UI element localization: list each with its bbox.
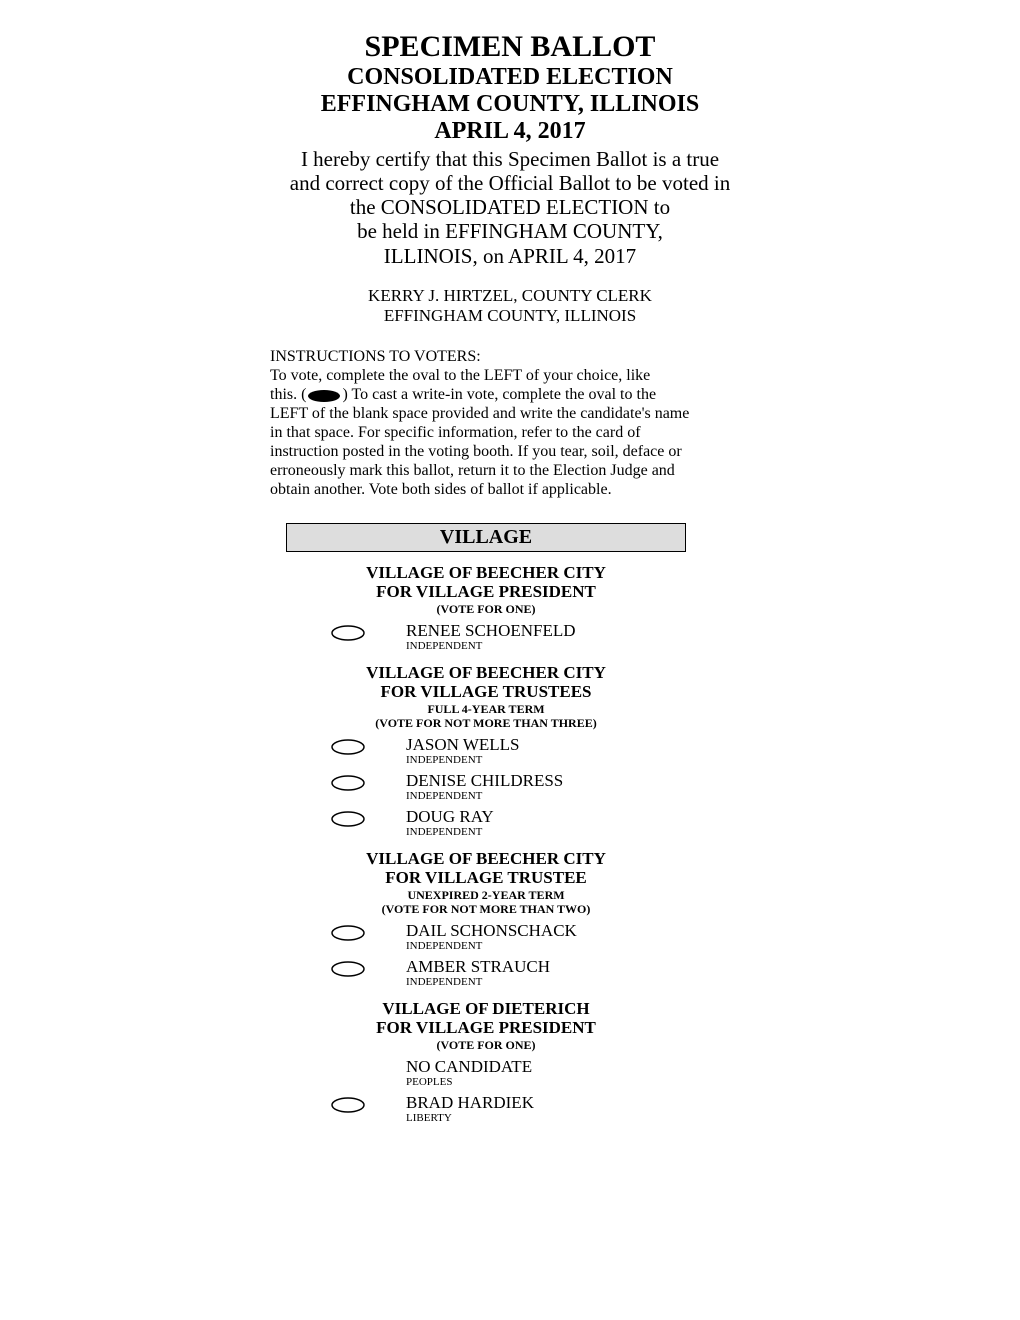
candidate-party: INDEPENDENT	[406, 754, 686, 766]
race-title-line2: FOR VILLAGE PRESIDENT	[286, 1019, 686, 1038]
race-subtitle-line1: FULL 4-YEAR TERM	[286, 702, 686, 716]
candidate-row: RENEE SCHOENFELDINDEPENDENT	[286, 622, 686, 652]
oval-cell	[286, 958, 406, 978]
header-block: SPECIMEN BALLOT CONSOLIDATED ELECTION EF…	[270, 30, 750, 326]
vote-oval-icon[interactable]	[330, 810, 366, 828]
race-header: VILLAGE OF BEECHER CITYFOR VILLAGE TRUST…	[286, 850, 686, 916]
candidate-name: NO CANDIDATE	[406, 1058, 686, 1076]
race-header: VILLAGE OF BEECHER CITYFOR VILLAGE PRESI…	[286, 564, 686, 616]
candidate-info: DAIL SCHONSCHACKINDEPENDENT	[406, 922, 686, 952]
candidate-info: NO CANDIDATEPEOPLES	[406, 1058, 686, 1088]
title-sub3: APRIL 4, 2017	[270, 118, 750, 145]
candidate-name: AMBER STRAUCH	[406, 958, 686, 976]
vote-oval-icon[interactable]	[330, 774, 366, 792]
instructions-line2b: ) To cast a write-in vote, complete the …	[342, 386, 656, 403]
race-subtitle-line2: (VOTE FOR NOT MORE THAN THREE)	[286, 716, 686, 730]
instructions-line1: To vote, complete the oval to the LEFT o…	[270, 367, 650, 384]
candidate-row: AMBER STRAUCHINDEPENDENT	[286, 958, 686, 988]
candidate-row: DENISE CHILDRESSINDEPENDENT	[286, 772, 686, 802]
race-title-line2: FOR VILLAGE PRESIDENT	[286, 583, 686, 602]
race-header: VILLAGE OF DIETERICHFOR VILLAGE PRESIDEN…	[286, 1000, 686, 1052]
race-title-line2: FOR VILLAGE TRUSTEE	[286, 869, 686, 888]
candidate-party: LIBERTY	[406, 1112, 686, 1124]
candidate-row: DAIL SCHONSCHACKINDEPENDENT	[286, 922, 686, 952]
oval-cell	[286, 808, 406, 828]
vote-oval-icon[interactable]	[330, 738, 366, 756]
candidate-name: DENISE CHILDRESS	[406, 772, 686, 790]
candidate-party: INDEPENDENT	[406, 976, 686, 988]
oval-cell	[286, 922, 406, 942]
candidate-party: PEOPLES	[406, 1076, 686, 1088]
candidate-name: BRAD HARDIEK	[406, 1094, 686, 1112]
candidate-info: BRAD HARDIEKLIBERTY	[406, 1094, 686, 1124]
candidate-name: DAIL SCHONSCHACK	[406, 922, 686, 940]
candidate-party: INDEPENDENT	[406, 640, 686, 652]
candidate-row: BRAD HARDIEKLIBERTY	[286, 1094, 686, 1124]
race-title-line1: VILLAGE OF BEECHER CITY	[286, 664, 686, 683]
race-title-line1: VILLAGE OF BEECHER CITY	[286, 850, 686, 869]
candidate-info: JASON WELLSINDEPENDENT	[406, 736, 686, 766]
instructions-heading: INSTRUCTIONS TO VOTERS:	[270, 348, 481, 365]
candidate-info: AMBER STRAUCHINDEPENDENT	[406, 958, 686, 988]
race-block: VILLAGE OF DIETERICHFOR VILLAGE PRESIDEN…	[286, 1000, 686, 1124]
candidate-row: DOUG RAYINDEPENDENT	[286, 808, 686, 838]
example-filled-oval-icon	[306, 389, 342, 403]
vote-oval-icon[interactable]	[330, 624, 366, 642]
vote-oval-icon[interactable]	[330, 960, 366, 978]
races-container: VILLAGE OF BEECHER CITYFOR VILLAGE PRESI…	[286, 564, 686, 1123]
instructions-line2a: this. (	[270, 386, 306, 403]
race-block: VILLAGE OF BEECHER CITYFOR VILLAGE TRUST…	[286, 850, 686, 988]
title-sub2: EFFINGHAM COUNTY, ILLINOIS	[270, 91, 750, 118]
instructions-line3: LEFT of the blank space provided and wri…	[270, 405, 689, 498]
oval-cell	[286, 736, 406, 756]
candidate-party: INDEPENDENT	[406, 826, 686, 838]
oval-cell	[286, 1094, 406, 1114]
candidate-info: RENEE SCHOENFELDINDEPENDENT	[406, 622, 686, 652]
race-subtitle-line1: UNEXPIRED 2-YEAR TERM	[286, 888, 686, 902]
race-subtitle-line1: (VOTE FOR ONE)	[286, 1038, 686, 1052]
vote-oval-icon[interactable]	[330, 924, 366, 942]
candidate-name: JASON WELLS	[406, 736, 686, 754]
race-title-line1: VILLAGE OF DIETERICH	[286, 1000, 686, 1019]
candidate-info: DENISE CHILDRESSINDEPENDENT	[406, 772, 686, 802]
section-header: VILLAGE	[286, 523, 686, 552]
certification-text: I hereby certify that this Specimen Ball…	[270, 147, 750, 268]
title-main: SPECIMEN BALLOT	[270, 30, 750, 64]
candidate-row: NO CANDIDATEPEOPLES	[286, 1058, 686, 1088]
race-block: VILLAGE OF BEECHER CITYFOR VILLAGE TRUST…	[286, 664, 686, 838]
village-section: VILLAGE VILLAGE OF BEECHER CITYFOR VILLA…	[286, 523, 686, 1123]
candidate-party: INDEPENDENT	[406, 790, 686, 802]
race-header: VILLAGE OF BEECHER CITYFOR VILLAGE TRUST…	[286, 664, 686, 730]
race-title-line2: FOR VILLAGE TRUSTEES	[286, 683, 686, 702]
race-title-line1: VILLAGE OF BEECHER CITY	[286, 564, 686, 583]
race-subtitle-line2: (VOTE FOR NOT MORE THAN TWO)	[286, 902, 686, 916]
title-sub1: CONSOLIDATED ELECTION	[270, 64, 750, 91]
ballot-container: SPECIMEN BALLOT CONSOLIDATED ELECTION EF…	[270, 30, 750, 1124]
clerk-info: KERRY J. HIRTZEL, COUNTY CLERK EFFINGHAM…	[270, 286, 750, 327]
candidate-name: RENEE SCHOENFELD	[406, 622, 686, 640]
candidate-party: INDEPENDENT	[406, 940, 686, 952]
oval-cell	[286, 1058, 406, 1060]
race-block: VILLAGE OF BEECHER CITYFOR VILLAGE PRESI…	[286, 564, 686, 652]
vote-oval-icon[interactable]	[330, 1096, 366, 1114]
oval-cell	[286, 772, 406, 792]
candidate-name: DOUG RAY	[406, 808, 686, 826]
oval-cell	[286, 622, 406, 642]
candidate-info: DOUG RAYINDEPENDENT	[406, 808, 686, 838]
candidate-row: JASON WELLSINDEPENDENT	[286, 736, 686, 766]
instructions-block: INSTRUCTIONS TO VOTERS: To vote, complet…	[270, 348, 690, 499]
race-subtitle-line1: (VOTE FOR ONE)	[286, 602, 686, 616]
